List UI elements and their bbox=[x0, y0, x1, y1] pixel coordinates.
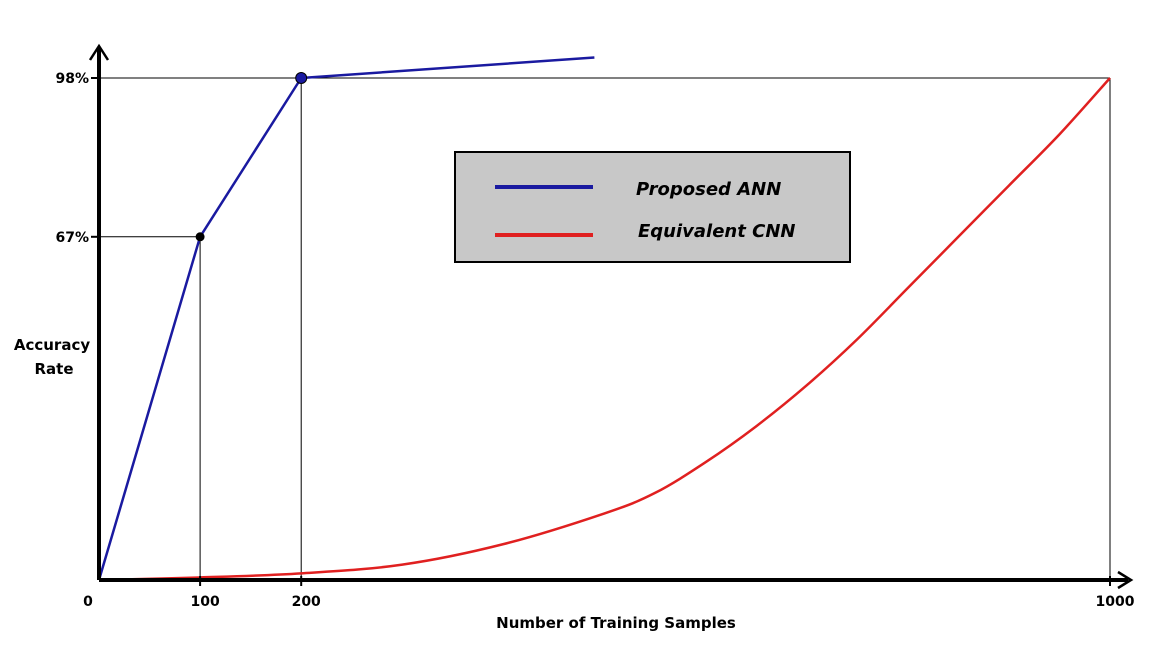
legend-label-proposed-ann: Proposed ANN bbox=[636, 179, 781, 200]
legend-label-equivalent-cnn: Equivalent CNN bbox=[638, 221, 795, 242]
y-tick-label-1: 98% bbox=[55, 71, 89, 87]
y-axis-title-line1: Accuracy bbox=[14, 336, 90, 354]
axes bbox=[88, 43, 1134, 590]
x-axis-arrow bbox=[1117, 570, 1134, 590]
legend: Proposed ANN Equivalent CNN bbox=[454, 151, 851, 263]
series-marker-0-0 bbox=[195, 232, 205, 242]
y-axis-arrow bbox=[88, 43, 110, 61]
x-tick-label-3: 1000 bbox=[1096, 594, 1135, 610]
x-tick-label-1: 100 bbox=[190, 594, 219, 610]
series-line-1 bbox=[98, 77, 1111, 582]
tick-layer: 0 100 200 1000 67% 98% bbox=[55, 71, 1134, 610]
x-axis-title: Number of Training Samples bbox=[496, 614, 736, 632]
legend-box bbox=[454, 151, 851, 263]
x-tick-label-0: 0 bbox=[83, 594, 93, 610]
series-line-0 bbox=[97, 56, 595, 581]
reference-lines bbox=[99, 77, 1111, 580]
x-tick-label-2: 200 bbox=[292, 594, 321, 610]
y-axis-title-line2: Rate bbox=[34, 360, 73, 378]
y-tick-label-0: 67% bbox=[55, 230, 89, 246]
series-layer bbox=[97, 56, 1111, 582]
series-marker-0-1 bbox=[295, 72, 308, 84]
